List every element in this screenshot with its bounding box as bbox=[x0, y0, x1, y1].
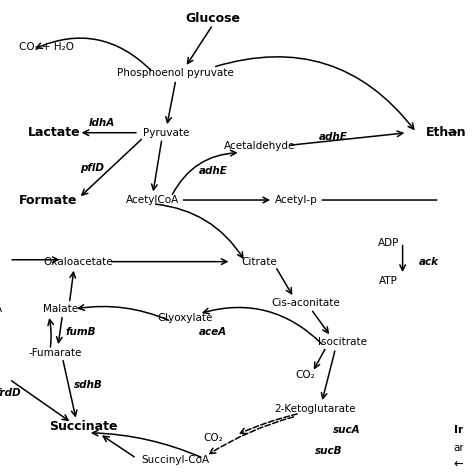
Text: Oxaloacetate: Oxaloacetate bbox=[44, 256, 113, 267]
Text: adhE: adhE bbox=[319, 132, 347, 143]
Text: -Fumarate: -Fumarate bbox=[29, 348, 82, 358]
Text: Acetyl-p: Acetyl-p bbox=[275, 195, 318, 205]
Text: ADP: ADP bbox=[378, 237, 400, 248]
Text: am: am bbox=[454, 443, 470, 453]
Text: →: → bbox=[447, 126, 457, 139]
Text: Glucose: Glucose bbox=[185, 12, 240, 26]
Text: Succinyl-CoA: Succinyl-CoA bbox=[142, 455, 210, 465]
Text: frdD: frdD bbox=[0, 388, 21, 399]
Text: Phosphoenol pyruvate: Phosphoenol pyruvate bbox=[118, 68, 234, 79]
Text: Isocitrate: Isocitrate bbox=[318, 337, 367, 347]
Text: Succinate: Succinate bbox=[49, 420, 118, 433]
Text: ATP: ATP bbox=[379, 275, 398, 286]
Text: Ethan: Ethan bbox=[426, 126, 466, 139]
Text: adhE: adhE bbox=[199, 165, 228, 176]
Text: Lactate: Lactate bbox=[28, 126, 81, 139]
Text: Pyruvate: Pyruvate bbox=[144, 128, 190, 138]
Text: sucA: sucA bbox=[333, 425, 361, 435]
Text: In: In bbox=[454, 425, 465, 436]
Text: fumB: fumB bbox=[66, 327, 96, 337]
Text: aceA: aceA bbox=[199, 327, 227, 337]
Text: CO₂ + H₂O: CO₂ + H₂O bbox=[18, 42, 73, 53]
Text: Glyoxylate: Glyoxylate bbox=[157, 312, 213, 323]
Text: Citrate: Citrate bbox=[241, 256, 277, 267]
Text: CO₂: CO₂ bbox=[203, 433, 223, 444]
Text: ack: ack bbox=[419, 256, 439, 267]
Text: sdhB: sdhB bbox=[73, 380, 102, 390]
Text: ldhA: ldhA bbox=[89, 118, 115, 128]
Text: Formate: Formate bbox=[18, 193, 77, 207]
Text: sucB: sucB bbox=[315, 446, 342, 456]
Text: Cis-aconitate: Cis-aconitate bbox=[271, 298, 340, 309]
Text: pflD: pflD bbox=[81, 163, 105, 173]
Text: Acetaldehyde: Acetaldehyde bbox=[223, 140, 295, 151]
Text: AcetylCoA: AcetylCoA bbox=[126, 195, 179, 205]
Text: CO₂: CO₂ bbox=[296, 370, 315, 381]
Text: ←: ← bbox=[454, 458, 464, 471]
Text: Malate: Malate bbox=[43, 304, 78, 314]
Text: 2-Ketoglutarate: 2-Ketoglutarate bbox=[274, 403, 356, 414]
Text: A: A bbox=[0, 304, 2, 314]
